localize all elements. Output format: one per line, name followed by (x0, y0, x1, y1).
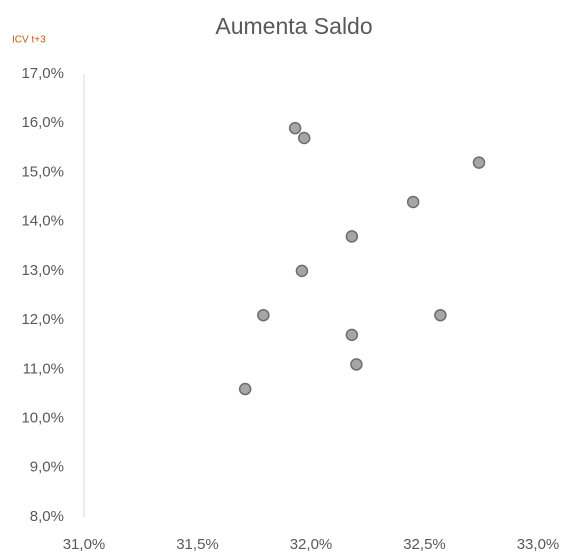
x-tick-label: 31,5% (176, 536, 219, 553)
y-tick-label: 16,0% (21, 114, 64, 131)
y-tick-label: 11,0% (23, 360, 64, 377)
point (345, 328, 359, 342)
point (406, 195, 420, 209)
point (238, 382, 252, 396)
chart-title: Aumenta Saldo (215, 13, 372, 39)
y-tick-label: 10,0% (21, 410, 64, 427)
y-axis-label: ICV t+3 (12, 35, 46, 46)
y-tick-label: 12,0% (21, 311, 64, 328)
y-tick-label: 17,0% (21, 65, 64, 82)
point (472, 156, 486, 169)
point (297, 131, 311, 145)
point (434, 308, 447, 322)
y-tick-label: 8,0% (30, 508, 64, 525)
point (345, 230, 359, 243)
y-tick-label: 13,0% (21, 262, 64, 279)
x-tick-label: 31,0% (63, 536, 106, 553)
point (350, 358, 363, 371)
x-tick-label: 33,0% (517, 536, 560, 553)
x-tick-label: 32,0% (290, 536, 333, 553)
y-tick-label: 14,0% (21, 213, 64, 230)
y-tick-label: 9,0% (30, 459, 64, 476)
point (288, 121, 302, 135)
point (295, 264, 309, 278)
point (257, 308, 270, 322)
x-tick-label: 32,5% (403, 536, 446, 553)
y-tick-label: 15,0% (21, 163, 64, 180)
